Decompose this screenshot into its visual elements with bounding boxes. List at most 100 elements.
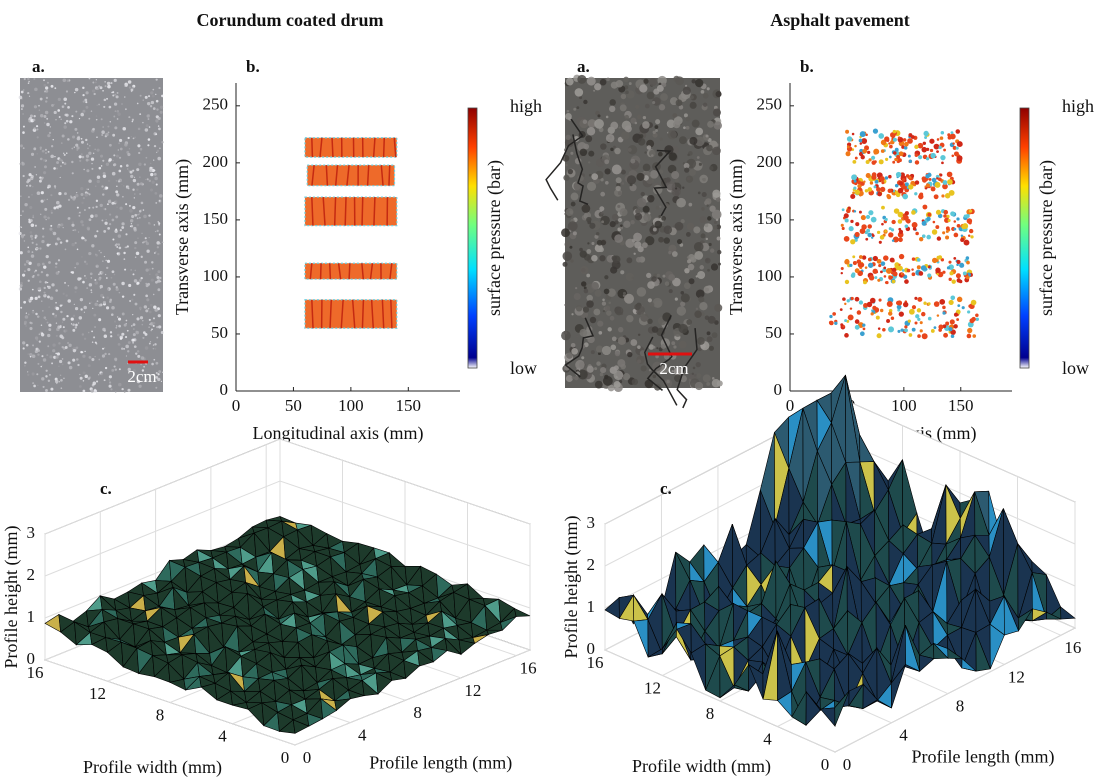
photo-stone xyxy=(576,305,582,311)
photo-grain xyxy=(107,82,110,85)
contact-dot xyxy=(967,334,972,339)
photo-grain xyxy=(43,386,45,388)
photo-grain xyxy=(77,364,79,366)
photo-grain xyxy=(81,153,83,155)
contact-dot xyxy=(911,268,913,270)
contact-dot xyxy=(972,334,976,338)
contact-dot xyxy=(884,136,889,141)
photo-grain xyxy=(22,131,25,134)
photo-grain xyxy=(122,313,125,316)
photo-grain xyxy=(58,192,61,195)
contact-dot xyxy=(915,314,919,318)
contact-dot xyxy=(898,264,900,266)
photo-grain xyxy=(19,96,23,100)
contact-dot xyxy=(929,178,932,181)
x-tick-label: 150 xyxy=(396,396,422,415)
photo-grain xyxy=(37,153,39,155)
photo-grain xyxy=(19,163,21,165)
photo-grain xyxy=(37,263,40,266)
photo-grain xyxy=(162,371,164,373)
contact-dot xyxy=(920,329,923,332)
contact-dot xyxy=(911,210,916,215)
photo-grain xyxy=(33,78,35,80)
z-tick-label: 1 xyxy=(27,607,36,626)
contact-dot xyxy=(850,220,853,223)
photo-grain xyxy=(62,134,65,137)
contact-dot xyxy=(862,149,867,154)
y-tick-label: 100 xyxy=(757,266,783,285)
photo-grain xyxy=(52,343,55,346)
contact-dot xyxy=(868,263,873,268)
photo-stone xyxy=(705,198,711,204)
photo-grain xyxy=(23,89,24,90)
photo-grain xyxy=(146,157,148,159)
photo-grain xyxy=(88,364,91,367)
photo-grain xyxy=(43,358,46,361)
contact-dot xyxy=(877,259,882,264)
photo-grain xyxy=(46,123,49,126)
photo-grain xyxy=(94,326,95,327)
photo-grain xyxy=(98,273,100,275)
photo-grain xyxy=(88,377,91,380)
photo-grain xyxy=(96,230,98,232)
photo-grain xyxy=(152,95,155,98)
photo-grain xyxy=(124,86,125,87)
contact-dot xyxy=(957,304,960,307)
photo-grain xyxy=(59,158,62,161)
contact-dot xyxy=(918,155,922,159)
photo-grain xyxy=(161,331,164,334)
photo-grain xyxy=(95,185,97,187)
photo-stone xyxy=(657,274,660,277)
photo-grain xyxy=(100,204,103,207)
photo-grain xyxy=(103,106,105,108)
photo-grain xyxy=(37,363,39,365)
contact-dot xyxy=(904,146,908,150)
photo-stone xyxy=(695,382,703,390)
photo-grain xyxy=(86,159,89,162)
contact-dot xyxy=(968,235,970,237)
photo-grain xyxy=(50,126,51,127)
photo-stone xyxy=(707,121,714,128)
photo-grain xyxy=(62,358,64,360)
photo-grain xyxy=(54,156,55,157)
photo-stone xyxy=(664,226,673,235)
contact-dot xyxy=(844,213,849,218)
photo-grain xyxy=(62,318,65,321)
photo-grain xyxy=(32,344,34,346)
photo-grain xyxy=(20,284,23,287)
photo-grain xyxy=(60,375,61,376)
photo-grain xyxy=(44,287,46,289)
photo-grain xyxy=(137,282,140,285)
photo-stone xyxy=(693,367,696,370)
contact-dot xyxy=(968,305,971,308)
photo-grain xyxy=(127,389,130,392)
photo-grain xyxy=(159,148,161,150)
photo-grain xyxy=(83,197,85,199)
photo-grain xyxy=(32,311,35,314)
photo-grain xyxy=(134,177,135,178)
photo-grain xyxy=(22,274,25,277)
contact-dot xyxy=(850,194,855,199)
photo-stone xyxy=(712,377,715,380)
photo-grain xyxy=(79,385,82,388)
contact-dot xyxy=(907,269,911,273)
contact-dot xyxy=(959,263,964,268)
photo-grain xyxy=(91,168,93,170)
contact-dot xyxy=(922,205,927,210)
photo-grain xyxy=(35,297,38,300)
photo-stone xyxy=(659,83,662,86)
contact-dot xyxy=(921,312,925,316)
photo-grain xyxy=(104,347,105,348)
photo-grain xyxy=(76,358,78,360)
z-tick-label: 1 xyxy=(587,597,596,616)
contact-dot xyxy=(927,273,931,277)
photo-grain xyxy=(94,389,97,392)
contact-dot xyxy=(940,136,944,140)
contact-dot xyxy=(895,184,899,188)
contact-dot xyxy=(882,328,886,332)
contact-dot xyxy=(899,311,904,316)
photo-grain xyxy=(71,224,74,227)
photo-stone xyxy=(621,182,624,185)
photo-grain xyxy=(56,271,59,274)
photo-grain xyxy=(71,271,74,274)
